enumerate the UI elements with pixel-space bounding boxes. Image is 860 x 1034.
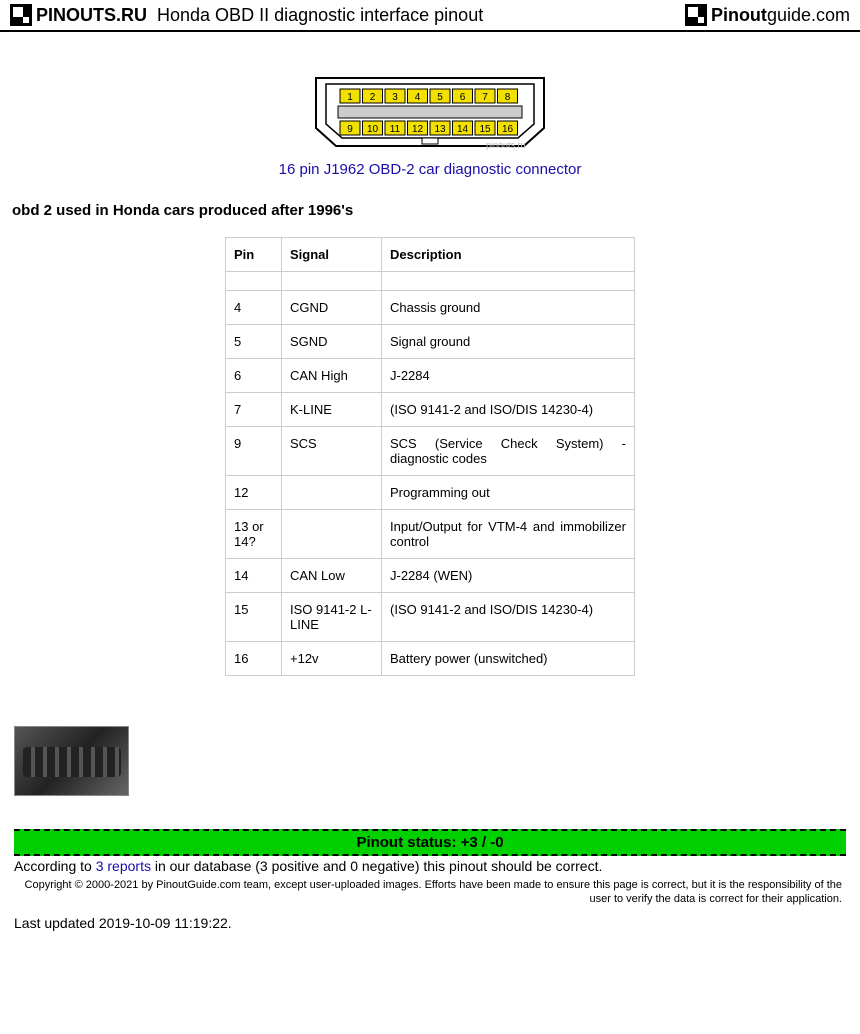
svg-text:11: 11 [390,124,401,135]
cell-pin: 13 or 14? [226,510,282,559]
table-header-row: Pin Signal Description [226,238,635,272]
cell-signal: SCS [282,427,382,476]
cell-signal: SGND [282,325,382,359]
obd2-connector-svg: 12345678 910111213141516 pinouts.ru [310,76,550,150]
cell-description: Signal ground [382,325,635,359]
svg-text:8: 8 [505,92,511,103]
pinouts-logo-icon [10,4,32,26]
table-row: 15ISO 9141-2 L-LINE(ISO 9141-2 and ISO/D… [226,593,635,642]
cell-pin: 15 [226,593,282,642]
svg-text:10: 10 [367,124,379,135]
cell-description [382,272,635,291]
status-note-prefix: According to [14,858,96,874]
cell-signal: CAN High [282,359,382,393]
col-pin: Pin [226,238,282,272]
svg-text:2: 2 [370,92,376,103]
cell-description: Input/Output for VTM-4 and immobilizer c… [382,510,635,559]
svg-text:12: 12 [412,124,424,135]
table-row [226,272,635,291]
cell-description: Battery power (unswitched) [382,642,635,676]
main-content: 12345678 910111213141516 pinouts.ru 16 p… [0,32,860,953]
svg-text:5: 5 [437,92,443,103]
logo-guide-a: Pinout [711,5,767,25]
cell-signal: CGND [282,291,382,325]
copyright-text: Copyright © 2000-2021 by PinoutGuide.com… [18,878,842,907]
cell-signal [282,272,382,291]
table-row: 13 or 14? Input/Output for VTM-4 and immo… [226,510,635,559]
svg-text:13: 13 [434,124,446,135]
table-row: 6CAN HighJ-2284 [226,359,635,393]
svg-text:3: 3 [392,92,398,103]
pinout-status-bar: Pinout status: +3 / -0 [14,829,846,856]
table-row: 9 SCSSCS (Service Check System) - diagno… [226,427,635,476]
page-subtitle: obd 2 used in Honda cars produced after … [12,202,850,219]
header-left: PINOUTS.RU Honda OBD II diagnostic inter… [10,4,483,26]
pinoutguide-logo-icon [685,4,707,26]
table-row: 4CGNDChassis ground [226,291,635,325]
cell-pin: 7 [226,393,282,427]
logo-pinoutguide[interactable]: Pinoutguide.com [685,4,850,26]
cell-pin [226,272,282,291]
logo-guide-b: guide [767,5,811,25]
status-reports-link[interactable]: 3 reports [96,858,151,874]
col-description: Description [382,238,635,272]
table-row: 5SGNDSignal ground [226,325,635,359]
connector-photo-thumbnail[interactable] [14,726,129,796]
svg-text:15: 15 [479,124,491,135]
cell-description: (ISO 9141-2 and ISO/DIS 14230-4) [382,393,635,427]
cell-signal: K-LINE [282,393,382,427]
cell-description: J-2284 [382,359,635,393]
table-row: 12 Programming out [226,476,635,510]
pinout-table: Pin Signal Description 4CGNDChassis grou… [225,237,635,676]
cell-pin: 9 [226,427,282,476]
cell-signal: CAN Low [282,559,382,593]
svg-text:6: 6 [460,92,466,103]
connector-diagram: 12345678 910111213141516 pinouts.ru [10,76,850,153]
cell-signal: +12v [282,642,382,676]
cell-pin: 16 [226,642,282,676]
cell-description: Chassis ground [382,291,635,325]
svg-text:9: 9 [347,124,353,135]
svg-text:4: 4 [415,92,421,103]
svg-text:1: 1 [347,92,353,103]
table-row: 7K-LINE(ISO 9141-2 and ISO/DIS 14230-4) [226,393,635,427]
logo-pinouts-text: PINOUTS.RU [36,5,147,26]
page-title: Honda OBD II diagnostic interface pinout [157,5,483,26]
svg-text:14: 14 [457,124,469,135]
cell-pin: 12 [226,476,282,510]
cell-pin: 14 [226,559,282,593]
cell-description: Programming out [382,476,635,510]
cell-signal [282,476,382,510]
last-updated: Last updated 2019-10-09 11:19:22. [14,915,846,931]
cell-pin: 6 [226,359,282,393]
logo-guide-c: .com [811,5,850,25]
table-row: 16+12vBattery power (unswitched) [226,642,635,676]
status-note-suffix: in our database (3 positive and 0 negati… [151,858,602,874]
logo-pinouts-ru[interactable]: PINOUTS.RU [10,4,147,26]
svg-text:7: 7 [482,92,488,103]
page-header: PINOUTS.RU Honda OBD II diagnostic inter… [0,0,860,32]
cell-pin: 5 [226,325,282,359]
cell-description: J-2284 (WEN) [382,559,635,593]
connector-watermark: pinouts.ru [486,140,526,150]
cell-description: (ISO 9141-2 and ISO/DIS 14230-4) [382,593,635,642]
cell-signal [282,510,382,559]
connector-caption-link[interactable]: 16 pin J1962 OBD-2 car diagnostic connec… [10,161,850,178]
cell-description: SCS (Service Check System) - diagnostic … [382,427,635,476]
cell-signal: ISO 9141-2 L-LINE [282,593,382,642]
status-note: According to 3 reports in our database (… [14,858,846,874]
cell-pin: 4 [226,291,282,325]
svg-text:16: 16 [502,124,514,135]
table-row: 14CAN LowJ-2284 (WEN) [226,559,635,593]
col-signal: Signal [282,238,382,272]
